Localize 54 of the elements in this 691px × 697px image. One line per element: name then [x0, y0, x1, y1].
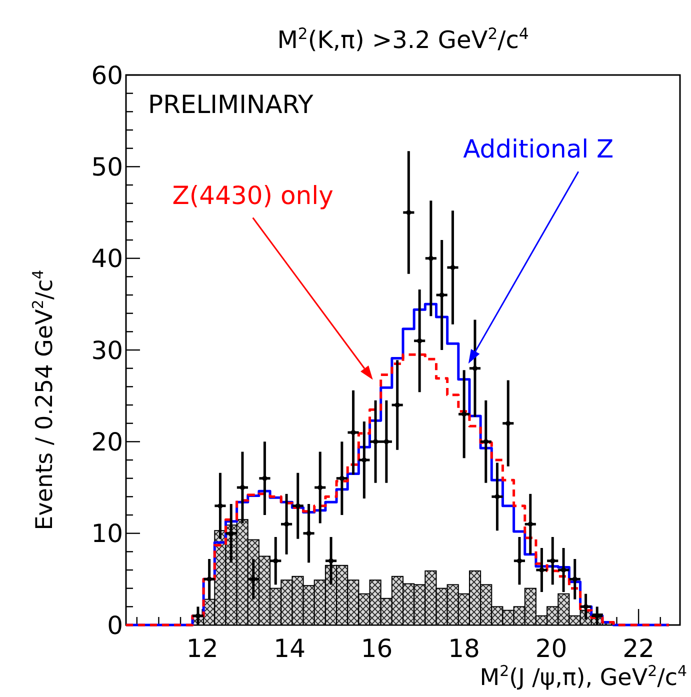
point [561, 568, 566, 572]
point [250, 576, 256, 582]
y-tick-label: 10 [91, 519, 123, 548]
annotation: PRELIMINARY [148, 90, 314, 119]
x-tick-label: 16 [360, 634, 393, 663]
point [218, 503, 223, 508]
y-tick-label: 0 [107, 610, 123, 640]
text: Z(4430) only [172, 180, 334, 210]
x-tick-label: 12 [186, 634, 218, 663]
y-tick-label: 60 [91, 60, 123, 90]
point [394, 402, 400, 408]
y-tick-label: 20 [91, 427, 123, 456]
point [240, 485, 245, 490]
text: Additional Z [463, 134, 614, 164]
point [306, 530, 312, 536]
point [384, 439, 389, 444]
chart-title: M$^{2}$(K,π) >3.2 GeV$^{2}$/c$^{4}$ [277, 25, 529, 54]
x-tick-label: 22 [622, 634, 654, 663]
point [483, 439, 488, 444]
point [417, 338, 422, 344]
y-tick-label: 40 [91, 244, 123, 274]
point [516, 558, 522, 564]
point [195, 613, 200, 618]
point [295, 503, 300, 508]
y-tick-label: 30 [91, 336, 123, 365]
point [262, 476, 268, 481]
point [318, 485, 323, 490]
point [506, 420, 511, 426]
point [494, 494, 500, 500]
x-tick-label: 18 [448, 634, 480, 663]
y-tick-label: 50 [91, 152, 123, 182]
point [583, 604, 588, 610]
point [439, 292, 444, 298]
point [206, 576, 212, 582]
point [550, 558, 556, 564]
point [528, 522, 533, 527]
point [339, 476, 344, 481]
point [350, 430, 356, 435]
point [572, 576, 578, 582]
point [373, 439, 378, 444]
point [228, 530, 234, 536]
point [450, 265, 456, 270]
point [472, 366, 478, 371]
point [462, 412, 467, 417]
x-axis-title: M$^{2}$(J /ψ,π), GeV$^{2}$/c$^{4}$ [480, 662, 687, 691]
point [406, 210, 412, 215]
point [428, 256, 434, 261]
x-tick-label: 20 [535, 634, 568, 663]
point [539, 568, 544, 572]
point [362, 458, 367, 462]
x-tick-label: 14 [274, 634, 306, 663]
point [328, 558, 334, 564]
point [273, 558, 278, 564]
point [284, 522, 290, 527]
